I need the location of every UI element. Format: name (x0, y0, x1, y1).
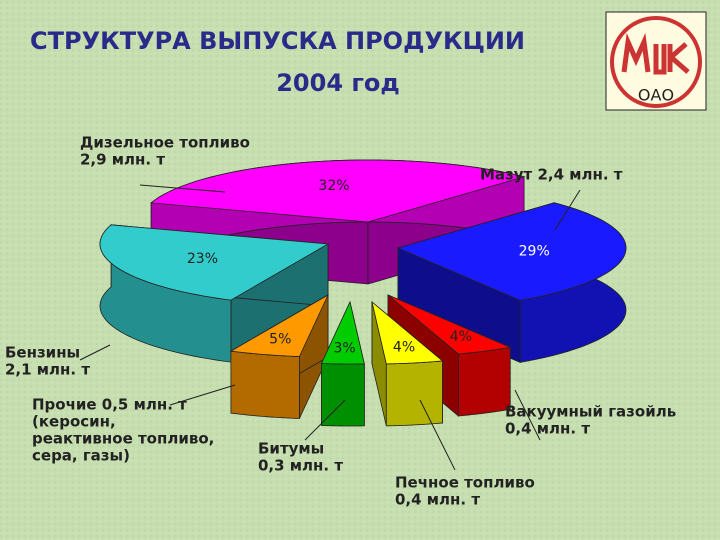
category-label: (керосин, (32, 413, 116, 431)
chart-title: СТРУКТУРА ВЫПУСКА ПРОДУКЦИИ (30, 27, 525, 55)
leader-line (79, 344, 111, 361)
category-label: Мазут 2,4 млн. т (480, 166, 623, 184)
category-label: Битумы (258, 440, 324, 458)
value-label: 23% (187, 251, 218, 267)
leader-line (514, 389, 541, 441)
slice-wall (385, 360, 443, 427)
slice: 29% (396, 202, 627, 363)
leader-line (554, 189, 581, 231)
slice-wall (458, 346, 511, 417)
slice: 4% (387, 294, 512, 417)
leader-line (419, 399, 456, 471)
value-label: 4% (450, 329, 472, 345)
leader-line (139, 184, 226, 193)
slice: 4% (371, 300, 444, 427)
slice-top (99, 224, 330, 301)
slice: 23% (99, 223, 330, 363)
value-label: 3% (334, 340, 356, 356)
category-label: Печное топливо (395, 474, 535, 492)
slice-top (229, 294, 329, 357)
category-label: 0,4 млн. т (395, 491, 480, 509)
slice-top (396, 202, 627, 301)
category-label: Прочие 0,5 млн. т (32, 396, 187, 414)
category-label: 0,3 млн. т (258, 457, 343, 475)
category-label: Дизельное топливо (80, 134, 250, 152)
category-label: сера, газы) (32, 447, 130, 465)
slice-top (371, 300, 444, 365)
slice: 3% (320, 300, 365, 427)
leader-line (304, 399, 346, 441)
slice-top (387, 294, 512, 355)
logo-text: ОАО (638, 86, 674, 105)
value-label: 5% (269, 332, 291, 348)
slice-wall (230, 350, 300, 419)
chart-subtitle: 2004 год (276, 69, 400, 97)
category-label: 2,9 млн. т (80, 151, 165, 169)
category-label: реактивное топливо, (32, 430, 214, 448)
category-label: Бензины (5, 344, 80, 362)
leader-line (169, 384, 236, 406)
category-label: 2,1 млн. т (5, 361, 90, 379)
slice: 5% (229, 294, 329, 419)
category-label: Вакуумный газойль (505, 403, 676, 421)
category-label: 0,4 млн. т (505, 420, 590, 438)
logo: ОАО (605, 11, 707, 111)
value-label: 29% (519, 244, 550, 260)
value-label: 4% (393, 340, 415, 356)
slice-top (150, 159, 526, 223)
value-label: 32% (318, 178, 349, 194)
slice-top (320, 300, 365, 365)
